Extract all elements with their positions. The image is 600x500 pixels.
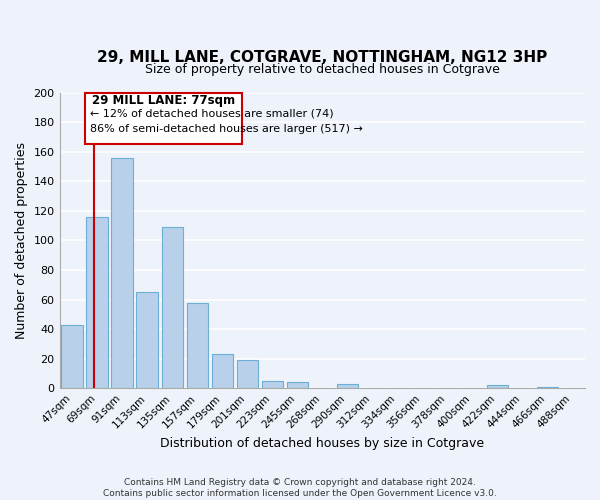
Bar [112,158,133,388]
Bar [236,360,258,388]
Text: 86% of semi-detached houses are larger (517) →: 86% of semi-detached houses are larger (… [90,124,362,134]
Bar [161,227,183,388]
Bar [337,384,358,388]
Text: Size of property relative to detached houses in Cotgrave: Size of property relative to detached ho… [145,64,500,76]
Bar [61,324,83,388]
FancyBboxPatch shape [85,92,242,144]
Y-axis label: Number of detached properties: Number of detached properties [15,142,28,339]
X-axis label: Distribution of detached houses by size in Cotgrave: Distribution of detached houses by size … [160,437,484,450]
Title: 29, MILL LANE, COTGRAVE, NOTTINGHAM, NG12 3HP: 29, MILL LANE, COTGRAVE, NOTTINGHAM, NG1… [97,50,547,65]
Text: Contains HM Land Registry data © Crown copyright and database right 2024.
Contai: Contains HM Land Registry data © Crown c… [103,478,497,498]
Bar [212,354,233,388]
Text: 29 MILL LANE: 77sqm: 29 MILL LANE: 77sqm [92,94,235,107]
Text: ← 12% of detached houses are smaller (74): ← 12% of detached houses are smaller (74… [90,109,334,119]
Bar [86,217,108,388]
Bar [187,302,208,388]
Bar [487,386,508,388]
Bar [262,381,283,388]
Bar [287,382,308,388]
Bar [136,292,158,388]
Bar [537,387,558,388]
